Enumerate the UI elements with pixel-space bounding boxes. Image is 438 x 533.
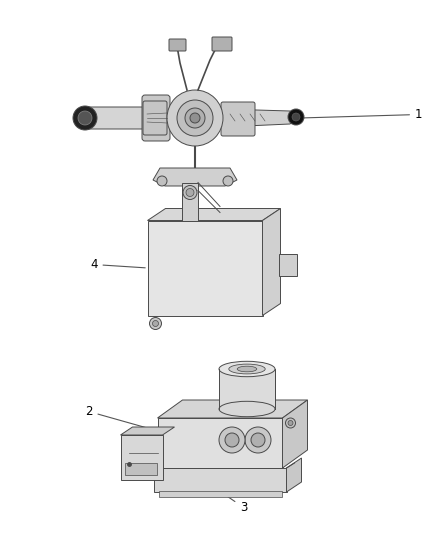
Circle shape (186, 189, 194, 197)
Circle shape (292, 113, 300, 121)
Circle shape (288, 109, 304, 125)
Polygon shape (283, 400, 307, 468)
Bar (120, 435, 162, 480)
Bar (279, 254, 297, 276)
Circle shape (286, 418, 296, 428)
FancyBboxPatch shape (83, 107, 167, 129)
Circle shape (219, 427, 245, 453)
Ellipse shape (219, 361, 275, 377)
FancyBboxPatch shape (142, 95, 170, 141)
Ellipse shape (219, 401, 275, 417)
Circle shape (157, 176, 167, 186)
Circle shape (167, 90, 223, 146)
Bar (158, 418, 283, 468)
Circle shape (152, 320, 159, 327)
Circle shape (190, 113, 200, 123)
Bar (148, 221, 262, 316)
Circle shape (225, 433, 239, 447)
Bar (182, 182, 198, 221)
Circle shape (251, 433, 265, 447)
Text: 1: 1 (303, 108, 423, 121)
Circle shape (183, 185, 197, 199)
Ellipse shape (229, 364, 265, 374)
Polygon shape (286, 458, 301, 492)
Ellipse shape (237, 366, 257, 372)
Circle shape (223, 176, 233, 186)
Bar (124, 463, 156, 475)
Circle shape (177, 100, 213, 136)
FancyBboxPatch shape (143, 101, 167, 135)
FancyBboxPatch shape (212, 37, 232, 51)
Circle shape (149, 318, 162, 329)
FancyBboxPatch shape (221, 102, 255, 136)
Circle shape (185, 108, 205, 128)
Polygon shape (262, 208, 280, 316)
Polygon shape (153, 168, 237, 186)
Polygon shape (148, 208, 280, 221)
Bar (153, 468, 286, 492)
FancyBboxPatch shape (169, 39, 186, 51)
Circle shape (245, 427, 271, 453)
Bar (159, 491, 282, 497)
Text: 3: 3 (220, 491, 247, 514)
Circle shape (288, 421, 293, 425)
Polygon shape (158, 400, 307, 418)
Text: 2: 2 (85, 405, 162, 432)
Bar (219, 369, 275, 409)
Circle shape (73, 106, 97, 130)
Polygon shape (120, 427, 174, 435)
Circle shape (78, 111, 92, 125)
Polygon shape (223, 109, 295, 127)
Text: 4: 4 (90, 258, 145, 271)
